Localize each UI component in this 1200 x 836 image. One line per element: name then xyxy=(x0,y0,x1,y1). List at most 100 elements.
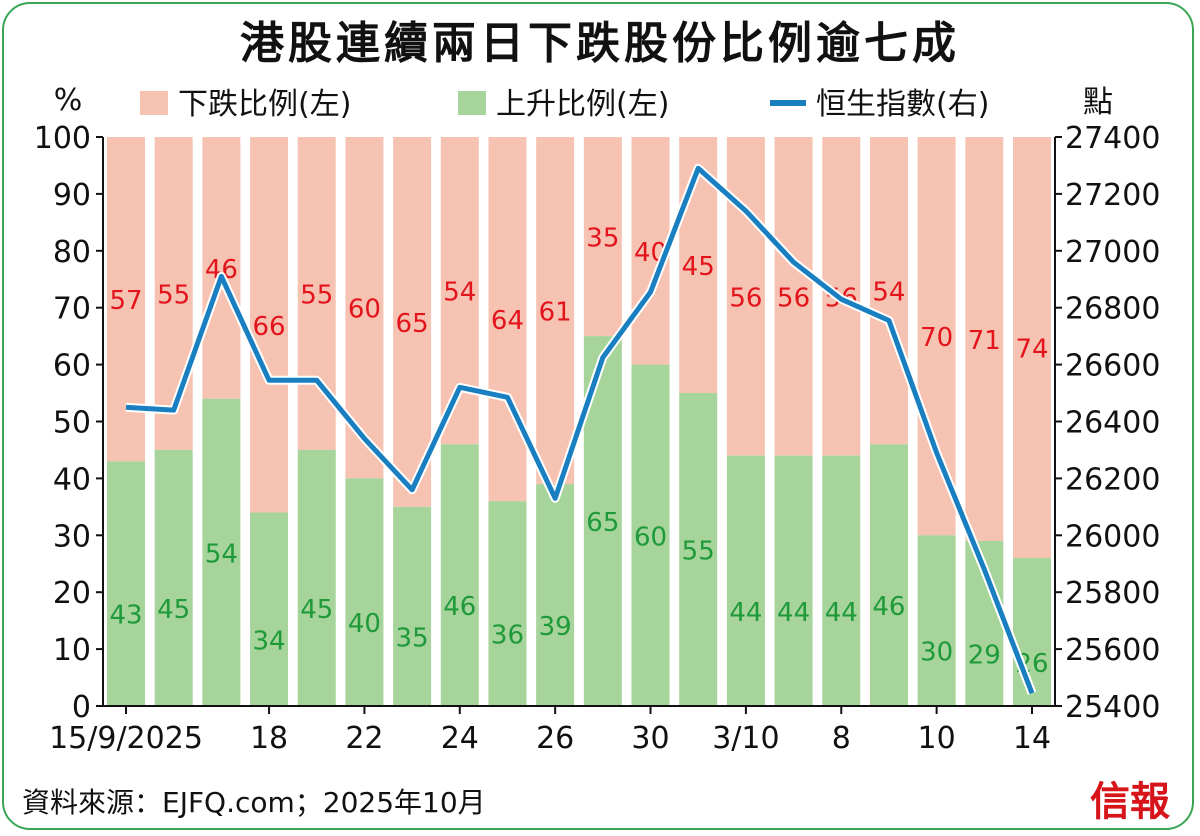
y-right-tick-label: 26000 xyxy=(1065,519,1160,554)
advance-value-label: 45 xyxy=(157,595,190,625)
advance-bar xyxy=(917,535,956,706)
decline-value-label: 54 xyxy=(443,278,476,308)
y-right-tick-label: 26200 xyxy=(1065,462,1160,497)
advance-bar xyxy=(774,455,813,706)
advance-value-label: 30 xyxy=(920,638,953,668)
x-tick-label: 24 xyxy=(441,721,479,756)
decline-value-label: 57 xyxy=(109,286,142,316)
advance-bar xyxy=(726,455,765,706)
advance-value-label: 44 xyxy=(825,598,858,628)
y-left-tick-label: 100 xyxy=(34,121,91,156)
advance-value-label: 29 xyxy=(968,640,1001,670)
decline-bar xyxy=(869,137,908,445)
advance-value-label: 36 xyxy=(491,621,524,651)
y-left-tick-label: 50 xyxy=(53,406,91,441)
x-tick-label: 15/9/2025 xyxy=(49,721,203,756)
y-left-tick-label: 10 xyxy=(53,633,91,668)
x-tick-label: 3/10 xyxy=(712,721,779,756)
advance-bar xyxy=(107,461,145,706)
x-tick-label: 26 xyxy=(536,721,574,756)
decline-value-label: 61 xyxy=(539,298,572,328)
advance-bar xyxy=(869,444,908,706)
decline-value-label: 70 xyxy=(920,323,953,353)
decline-value-label: 56 xyxy=(729,283,762,313)
decline-value-label: 56 xyxy=(777,283,810,313)
legend-label-1: 上升比例(左) xyxy=(496,87,669,122)
advance-value-label: 35 xyxy=(396,623,429,653)
y-left-tick-label: 90 xyxy=(53,178,91,213)
y-right-tick-label: 25800 xyxy=(1065,576,1160,611)
advance-value-label: 34 xyxy=(253,626,286,656)
decline-bar xyxy=(536,137,575,485)
y-right-tick-label: 25400 xyxy=(1065,690,1160,725)
advance-value-label: 46 xyxy=(443,592,476,622)
advance-value-label: 55 xyxy=(682,537,715,567)
advance-value-label: 60 xyxy=(634,522,667,552)
decline-bar xyxy=(1013,137,1051,559)
advance-value-label: 44 xyxy=(729,598,762,628)
x-tick-label: 30 xyxy=(631,721,669,756)
legend-swatch-0 xyxy=(140,91,168,115)
decline-bar xyxy=(488,137,527,502)
x-tick-label: 10 xyxy=(918,721,956,756)
y-left-tick-label: 80 xyxy=(53,235,91,270)
decline-bar xyxy=(250,137,289,513)
decline-value-label: 74 xyxy=(1015,335,1048,365)
y-right-tick-label: 27200 xyxy=(1065,178,1160,213)
decline-value-label: 45 xyxy=(682,252,715,282)
advance-value-label: 45 xyxy=(300,595,333,625)
y-left-tick-label: 30 xyxy=(53,519,91,554)
legend-label-0: 下跌比例(左) xyxy=(178,87,351,122)
y-left-tick-label: 20 xyxy=(53,576,91,611)
y-right-tick-label: 26800 xyxy=(1065,292,1160,327)
advance-bar xyxy=(345,478,384,706)
advance-value-label: 40 xyxy=(348,609,381,639)
advance-bar xyxy=(536,484,575,706)
left-axis-unit: % xyxy=(54,83,83,118)
source-note: 資料來源：EJFQ.com；2025年10月 xyxy=(22,786,486,819)
y-right-tick-label: 26600 xyxy=(1065,349,1160,384)
decline-bar xyxy=(202,137,241,399)
decline-value-label: 71 xyxy=(968,326,1001,356)
decline-value-label: 54 xyxy=(872,278,905,308)
y-left-tick-label: 40 xyxy=(53,462,91,497)
advance-value-label: 43 xyxy=(109,601,142,631)
decline-bar xyxy=(583,137,622,337)
advance-bar xyxy=(393,506,432,706)
legend-swatch-1 xyxy=(458,91,486,115)
advance-value-label: 46 xyxy=(872,592,905,622)
y-left-tick-label: 70 xyxy=(53,292,91,327)
advance-bar xyxy=(631,364,670,706)
legend-label-2: 恒生指數(右) xyxy=(816,87,989,122)
advance-value-label: 54 xyxy=(205,539,238,569)
advance-value-label: 39 xyxy=(539,612,572,642)
decline-bar xyxy=(393,137,432,507)
advance-bar xyxy=(440,444,479,706)
advance-bar xyxy=(297,449,336,706)
hsi-line xyxy=(125,165,1035,695)
advance-bar xyxy=(679,393,718,706)
decline-value-label: 66 xyxy=(253,312,286,342)
logo: 信報 xyxy=(1090,778,1170,825)
x-tick-label: 8 xyxy=(832,721,851,756)
decline-bar xyxy=(726,137,765,456)
advance-bar xyxy=(154,449,193,706)
advance-bar xyxy=(250,512,289,706)
chart-title: 港股連續兩日下跌股份比例逾七成 xyxy=(240,18,960,69)
decline-bar xyxy=(965,137,1004,541)
advance-bar xyxy=(488,501,527,706)
advance-value-label: 65 xyxy=(586,508,619,538)
right-axis-unit: 點 xyxy=(1083,85,1113,120)
advance-bar xyxy=(822,455,861,706)
decline-value-label: 55 xyxy=(300,280,333,310)
y-right-tick-label: 27400 xyxy=(1065,121,1160,156)
x-tick-label: 18 xyxy=(250,721,288,756)
advance-value-label: 44 xyxy=(777,598,810,628)
decline-value-label: 60 xyxy=(348,295,381,325)
y-right-tick-label: 25600 xyxy=(1065,633,1160,668)
decline-bar xyxy=(774,137,813,456)
y-left-tick-label: 60 xyxy=(53,349,91,384)
y-right-tick-label: 27000 xyxy=(1065,235,1160,270)
decline-bar xyxy=(917,137,956,536)
